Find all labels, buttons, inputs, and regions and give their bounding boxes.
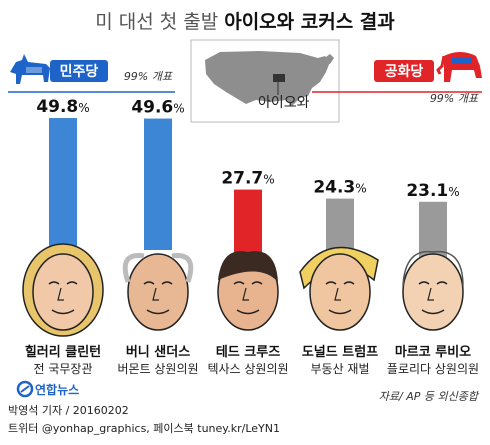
bar-2 — [144, 118, 172, 250]
bar-1 — [49, 118, 77, 250]
dem-label-box — [50, 60, 108, 82]
portrait-1 — [22, 243, 104, 337]
dem-count: 99% 개표 — [124, 70, 173, 83]
portrait-2 — [122, 253, 194, 331]
candidate-title-1: 전 국무장관 — [33, 362, 92, 376]
value-label-1: 49.8% — [36, 97, 89, 117]
portraits-layer — [22, 243, 464, 337]
yonhap-logo: 연합뉴스 — [16, 380, 79, 398]
value-label-3: 27.7% — [221, 169, 274, 189]
candidate-title-4: 부동산 재벌 — [310, 362, 369, 376]
iowa-marker — [273, 74, 285, 82]
candidate-title-5: 플로리다 상원의원 — [387, 362, 479, 376]
source-note: 자료/ AP 등 외신종합 — [379, 390, 480, 403]
portrait-3 — [217, 251, 279, 331]
candidate-name-2: 버니 샌더스 — [126, 344, 190, 360]
bars-layer: 49.8% 49.6% 27.7% 24.3% 23.1% — [36, 97, 460, 263]
portrait-4 — [299, 246, 379, 331]
portrait-5 — [402, 250, 464, 331]
value-label-4: 24.3% — [313, 178, 366, 198]
rep-label-box — [374, 60, 434, 82]
candidate-title-2: 버몬트 상원의원 — [117, 362, 198, 376]
rep-party-name: 공화당 — [385, 63, 424, 80]
candidate-name-5: 마르코 루비오 — [395, 344, 471, 360]
elephant-icon — [436, 52, 482, 82]
candidate-name-3: 테드 크루즈 — [216, 345, 280, 360]
rep-count: 99% 개표 — [430, 92, 479, 105]
donkey-icon — [10, 54, 50, 84]
logo-text: 연합뉴스 — [35, 382, 79, 397]
candidate-name-1: 힐러리 클린턴 — [25, 344, 101, 360]
candidate-title-3: 텍사스 상원의원 — [207, 362, 288, 376]
us-map: 아이오와 — [190, 39, 340, 123]
value-label-2: 49.6% — [131, 98, 184, 118]
byline: 박영석 기자 / 20160202 — [8, 404, 129, 417]
dem-header: 민주당 99% 개표 — [8, 54, 175, 93]
rep-header: 공화당 99% 개표 — [312, 52, 482, 105]
bar-3 — [234, 189, 262, 263]
dem-party-name: 민주당 — [60, 63, 99, 80]
social-handles: 트위터 @yonhap_graphics, 페이스북 tuney.kr/LeYN… — [8, 422, 280, 435]
map-label-iowa: 아이오와 — [258, 95, 310, 111]
value-label-5: 23.1% — [406, 181, 459, 201]
chart-title: 미 대선 첫 출발 아이오와 코커스 결과 — [95, 11, 395, 33]
candidate-name-4: 도널드 트럼프 — [302, 344, 378, 360]
bar-5 — [419, 201, 447, 263]
